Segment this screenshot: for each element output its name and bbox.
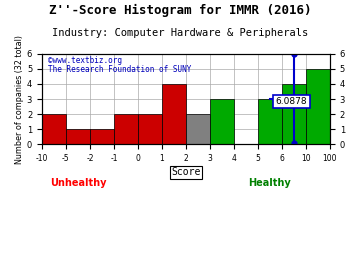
Bar	[90, 129, 114, 144]
Bar	[42, 114, 66, 144]
Text: Unhealthy: Unhealthy	[50, 178, 106, 188]
Bar	[66, 129, 90, 144]
Text: Healthy: Healthy	[248, 178, 291, 188]
Bar	[186, 114, 210, 144]
Y-axis label: Number of companies (32 total): Number of companies (32 total)	[15, 35, 24, 164]
Bar	[138, 114, 162, 144]
Text: Industry: Computer Hardware & Peripherals: Industry: Computer Hardware & Peripheral…	[52, 28, 308, 38]
Bar	[258, 99, 282, 144]
Text: ©www.textbiz.org: ©www.textbiz.org	[48, 56, 122, 65]
Bar	[210, 99, 234, 144]
Bar	[114, 114, 138, 144]
Bar	[162, 84, 186, 144]
Text: Score: Score	[171, 167, 201, 177]
Text: Z''-Score Histogram for IMMR (2016): Z''-Score Histogram for IMMR (2016)	[49, 4, 311, 17]
Bar	[282, 84, 306, 144]
Text: The Research Foundation of SUNY: The Research Foundation of SUNY	[48, 65, 191, 75]
Text: 6.0878: 6.0878	[276, 97, 307, 106]
Bar	[306, 69, 330, 144]
